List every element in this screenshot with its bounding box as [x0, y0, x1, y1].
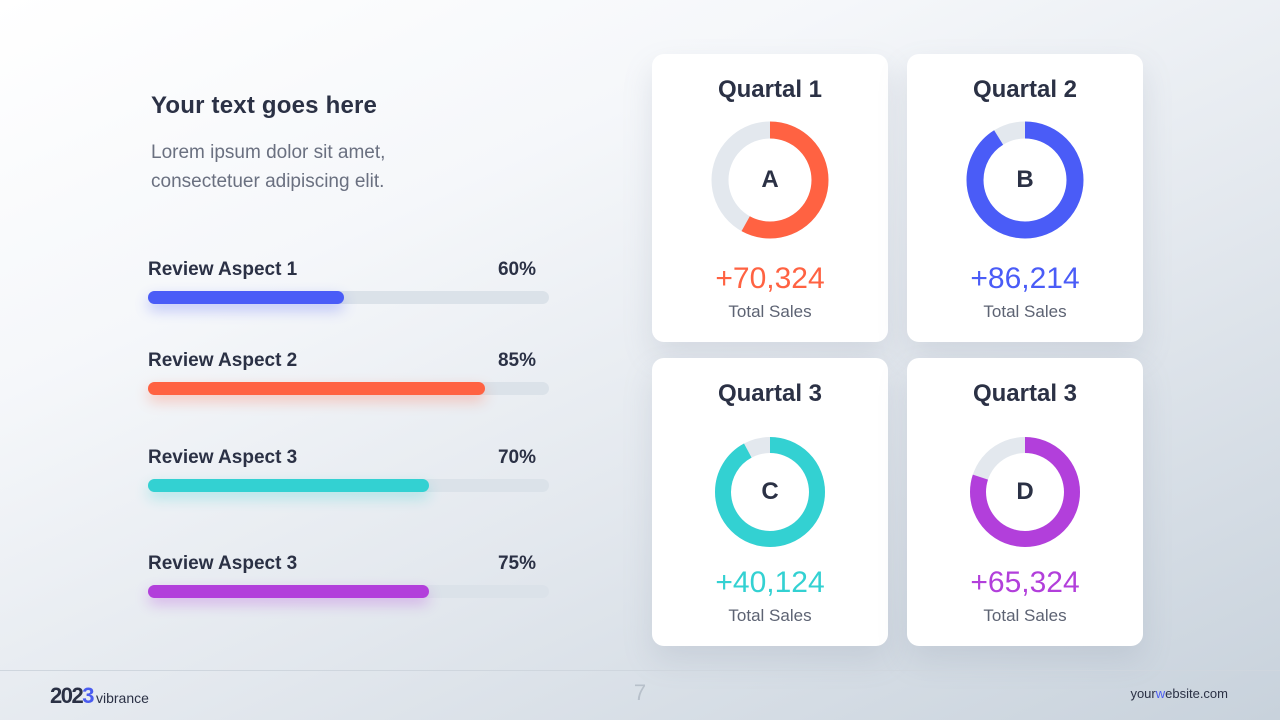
card-title: Quartal 3	[717, 380, 823, 407]
donut-letter: C	[761, 478, 779, 505]
website-link[interactable]: yourwebsite.com	[1130, 686, 1228, 701]
progress-fill	[148, 291, 345, 304]
section-heading: Your text goes here	[151, 92, 378, 119]
brand-year: 202	[50, 683, 84, 708]
donut-chart: C	[708, 430, 832, 554]
section-description: Lorem ipsum dolor sit amet, consectetuer…	[151, 142, 386, 192]
donut-letter: D	[1016, 478, 1034, 505]
progress-fill	[148, 382, 485, 395]
donut-arc	[711, 121, 829, 239]
brand-year-accent: 3	[82, 683, 94, 708]
review-label: Review Aspect 1	[148, 259, 298, 280]
review-percent: 75%	[497, 553, 536, 574]
sales-caption: Total Sales	[983, 606, 1067, 625]
progress-fill	[148, 479, 429, 492]
progress-track	[148, 382, 549, 395]
quarter-card-3: Quartal 3 C +40,124 Total Sales	[652, 358, 888, 646]
card-title: Quartal 3	[972, 380, 1078, 407]
quarter-card-1: Quartal 1 A +70,324 Total Sales	[652, 54, 888, 342]
review-label: Review Aspect 2	[148, 350, 298, 371]
sales-caption: Total Sales	[983, 302, 1067, 321]
progress-track	[148, 479, 549, 492]
review-percent: 70%	[497, 447, 536, 468]
quarter-card-2: Quartal 2 B +86,214 Total Sales	[907, 54, 1143, 342]
sales-value: +65,324	[970, 566, 1080, 599]
progress-track	[148, 585, 549, 598]
review-label: Review Aspect 3	[148, 447, 298, 468]
website-prefix: your	[1130, 686, 1156, 701]
progress-fill	[148, 585, 429, 598]
donut-chart: B	[963, 118, 1087, 242]
donut-arc	[715, 437, 825, 547]
sales-value: +40,124	[715, 566, 825, 599]
footer-divider	[0, 670, 1280, 671]
donut-chart: D	[963, 430, 1087, 554]
card-title: Quartal 2	[972, 76, 1078, 103]
brand-name: vibrance	[95, 690, 149, 706]
donut-chart: A	[708, 118, 832, 242]
progress-track	[148, 291, 549, 304]
donut-arc	[966, 121, 1084, 239]
sales-value: +86,214	[970, 262, 1080, 295]
brand-logo: 2023 vibrance	[50, 683, 149, 709]
website-suffix: ebsite.com	[1165, 686, 1228, 701]
website-accent: w	[1155, 686, 1166, 701]
card-title: Quartal 1	[717, 76, 823, 103]
review-percent: 85%	[497, 350, 536, 371]
review-label: Review Aspect 3	[148, 553, 298, 574]
sales-caption: Total Sales	[728, 606, 812, 625]
sales-value: +70,324	[715, 262, 825, 295]
page-number: 7	[633, 680, 647, 705]
donut-arc	[970, 437, 1080, 547]
donut-letter: B	[1016, 166, 1034, 193]
sales-caption: Total Sales	[728, 302, 812, 321]
quarter-card-4: Quartal 3 D +65,324 Total Sales	[907, 358, 1143, 646]
donut-letter: A	[761, 166, 779, 193]
review-percent: 60%	[497, 259, 536, 280]
